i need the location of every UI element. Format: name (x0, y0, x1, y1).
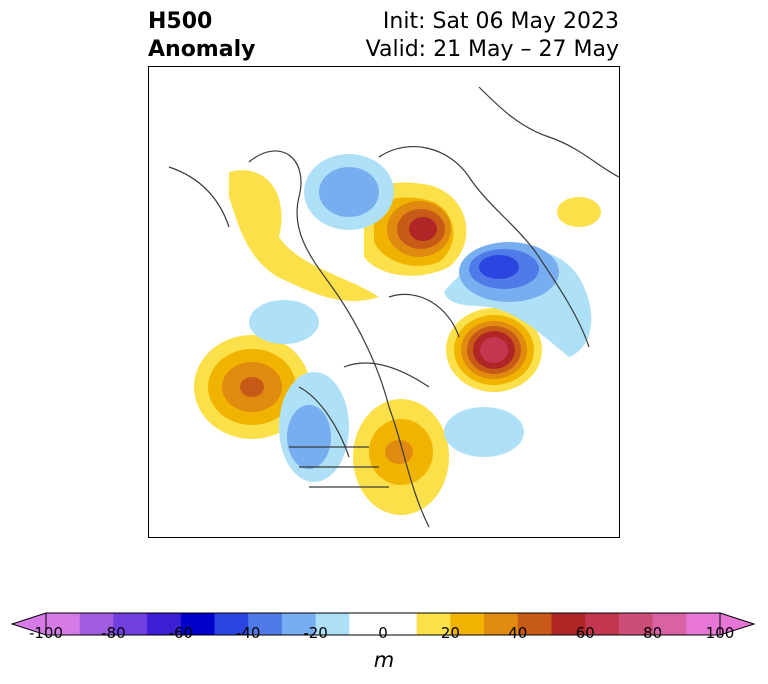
colorbar-segment (585, 613, 620, 635)
colorbar-tick-label: 100 (705, 624, 735, 642)
coastlines (168, 86, 619, 528)
colorbar-segment (113, 613, 148, 635)
colorbar-segment (248, 613, 283, 635)
colorbar-segment (315, 613, 350, 635)
colorbar-segment (180, 613, 215, 635)
colorbar-border (45, 612, 721, 636)
colorbar-tick-label: 40 (508, 624, 528, 642)
colorbar-segment (349, 613, 384, 635)
negative-anomaly-greenland (304, 154, 394, 230)
init-date: Init: Sat 06 May 2023 (382, 9, 619, 34)
colorbar-tick-label: -20 (303, 624, 328, 642)
positive-anomaly-north-atlantic (446, 308, 542, 392)
colorbar-segment (517, 613, 552, 635)
colorbar-segment (450, 613, 485, 635)
colorbar-tick-label: 20 (440, 624, 460, 642)
colorbar-segment (686, 613, 721, 635)
colorbar-tick-label: -80 (101, 624, 126, 642)
negative-anomaly-atlantic (249, 300, 524, 457)
colorbar-segment (147, 613, 182, 635)
colorbar-tick-label: 80 (643, 624, 663, 642)
valid-range: Valid: 21 May – 27 May (365, 37, 619, 62)
negative-anomaly-western-us (279, 372, 349, 482)
map-title-left: H500 Anomaly (148, 8, 255, 64)
negative-anomaly-scandinavia (444, 242, 592, 357)
colorbar (10, 612, 756, 636)
colorbar-tick-label: -40 (235, 624, 261, 642)
anomaly-map-canvas (168, 86, 619, 528)
colorbar-segment (652, 613, 687, 635)
colorbar-unit: m (373, 648, 395, 672)
colorbar-segment (281, 613, 317, 635)
colorbar-tick-label: -60 (168, 624, 194, 642)
colorbar-segment (214, 613, 249, 635)
colorbar-tick-label: -100 (28, 624, 64, 642)
map-title-right: Init: Sat 06 May 2023 Valid: 21 May – 27… (366, 8, 619, 64)
positive-anomaly-west-pacific (194, 335, 310, 439)
colorbar-segment (416, 613, 451, 635)
positive-anomaly-arctic (229, 170, 601, 302)
colorbar-ticks: -100 -80 -60 -40 -20 0 20 40 60 80 100 (0, 624, 768, 648)
positive-anomaly-eastern-us (353, 399, 449, 515)
colorbar-segment (551, 613, 586, 635)
colorbar-segment (46, 613, 81, 635)
colorbar-segment (484, 613, 519, 635)
anomaly-map (148, 66, 620, 538)
colorbar-segment (383, 613, 418, 635)
colorbar-tick-label: 0 (378, 624, 388, 642)
colorbar-segment (79, 613, 114, 635)
colorbar-segment (618, 613, 654, 635)
variable-type: Anomaly (148, 37, 256, 62)
variable-name: H500 (148, 9, 213, 34)
colorbar-tick-label: 60 (575, 624, 595, 642)
